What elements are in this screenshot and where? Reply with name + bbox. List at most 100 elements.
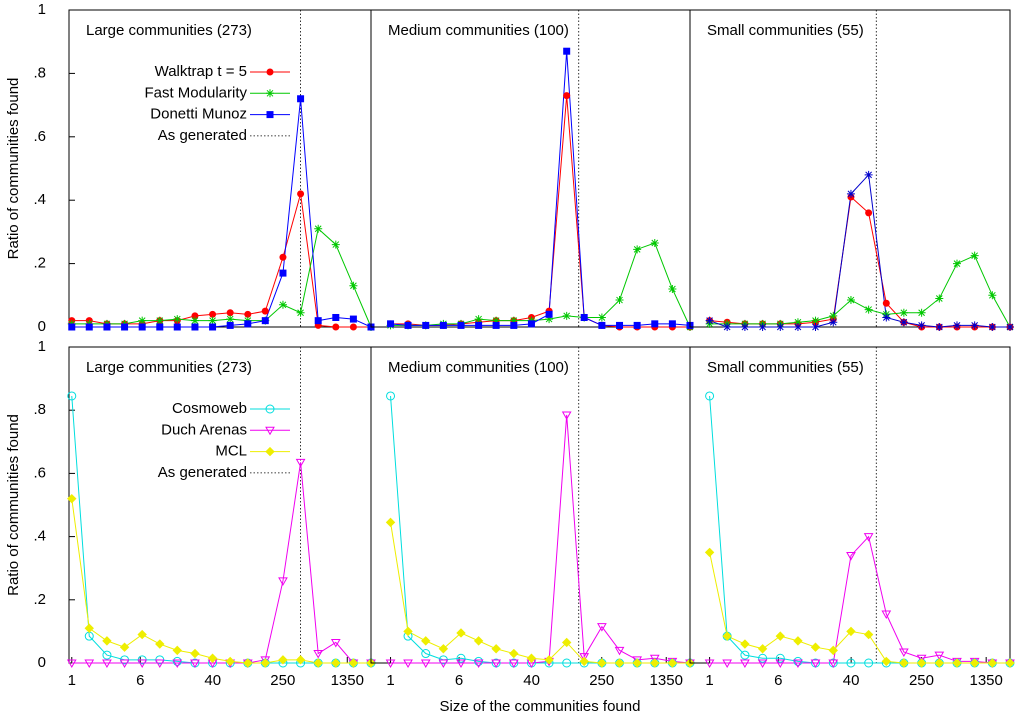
data-point bbox=[898, 648, 909, 657]
x-tick-label: 6 bbox=[774, 672, 782, 689]
data-point bbox=[952, 658, 962, 668]
data-point bbox=[261, 307, 269, 315]
data-point bbox=[208, 316, 217, 325]
series-line bbox=[709, 173, 1010, 328]
legend-label: MCL bbox=[215, 443, 247, 460]
plot-frame bbox=[689, 9, 1011, 328]
data-point bbox=[190, 316, 199, 325]
data-point bbox=[526, 653, 537, 663]
data-point bbox=[527, 320, 535, 328]
data-point bbox=[934, 658, 945, 668]
legend-label: Fast Modularity bbox=[144, 84, 247, 101]
data-point bbox=[67, 493, 77, 504]
y-tick-label: .2 bbox=[33, 255, 46, 272]
data-point bbox=[810, 642, 821, 652]
y-tick-label: .6 bbox=[33, 128, 46, 145]
legend-label: Donetti Munoz bbox=[150, 106, 247, 123]
data-point bbox=[562, 658, 572, 668]
data-point bbox=[882, 313, 891, 322]
series-line bbox=[71, 462, 371, 664]
x-tick-label: 1 bbox=[705, 672, 713, 689]
data-point bbox=[704, 659, 715, 669]
data-point bbox=[846, 296, 855, 305]
data-point bbox=[740, 639, 750, 649]
data-point bbox=[561, 411, 572, 420]
data-point bbox=[330, 638, 341, 648]
data-point bbox=[722, 659, 733, 669]
data-point bbox=[314, 317, 322, 325]
data-point bbox=[846, 658, 856, 668]
x-tick-label: 40 bbox=[843, 672, 860, 689]
data-point bbox=[616, 321, 624, 329]
legend-marker bbox=[265, 446, 275, 457]
data-point bbox=[226, 321, 234, 329]
series-line bbox=[390, 95, 690, 328]
data-point bbox=[723, 323, 732, 331]
data-point bbox=[349, 281, 358, 290]
series-line bbox=[390, 51, 691, 326]
data-point bbox=[102, 659, 112, 669]
data-point bbox=[103, 323, 111, 331]
series-line bbox=[709, 196, 1010, 328]
data-point bbox=[67, 391, 77, 401]
data-point bbox=[775, 659, 786, 669]
data-point bbox=[667, 658, 678, 668]
data-point bbox=[579, 653, 590, 662]
data-point bbox=[403, 626, 413, 637]
data-point bbox=[510, 321, 518, 329]
data-point bbox=[207, 653, 218, 663]
data-point bbox=[828, 659, 839, 669]
data-point bbox=[952, 321, 961, 330]
data-point bbox=[740, 659, 750, 669]
data-point bbox=[474, 315, 483, 324]
data-point bbox=[85, 323, 93, 331]
y-tick-label: 1 bbox=[38, 1, 46, 18]
data-point bbox=[491, 659, 501, 669]
data-point bbox=[279, 253, 287, 261]
data-point bbox=[457, 321, 465, 329]
legend-label: As generated bbox=[158, 464, 247, 481]
data-point bbox=[243, 658, 253, 668]
data-point bbox=[331, 658, 341, 668]
data-point bbox=[650, 238, 659, 247]
data-point bbox=[598, 321, 606, 329]
data-point bbox=[295, 655, 306, 665]
data-point bbox=[649, 654, 660, 664]
data-point bbox=[473, 636, 484, 646]
data-point bbox=[882, 299, 890, 307]
data-point bbox=[102, 650, 112, 660]
data-point bbox=[793, 656, 803, 666]
x-tick-label: 40 bbox=[204, 672, 221, 689]
data-point bbox=[863, 629, 874, 640]
data-point bbox=[313, 650, 324, 659]
x-tick-label: 1350 bbox=[650, 672, 683, 689]
data-point bbox=[278, 655, 288, 665]
data-point bbox=[793, 636, 803, 646]
data-point bbox=[385, 517, 396, 528]
plot-frame bbox=[68, 9, 372, 328]
data-point bbox=[934, 651, 945, 661]
data-point bbox=[172, 659, 183, 669]
data-point bbox=[190, 659, 200, 669]
data-point bbox=[172, 645, 182, 656]
series-line bbox=[709, 552, 1010, 664]
panel-title: Medium communities (100) bbox=[388, 22, 569, 39]
data-point bbox=[156, 323, 164, 331]
data-point bbox=[881, 656, 892, 667]
data-point bbox=[793, 318, 802, 327]
data-point bbox=[1005, 658, 1015, 668]
data-point bbox=[563, 92, 571, 100]
data-point bbox=[456, 659, 466, 669]
data-point bbox=[705, 316, 714, 325]
data-point bbox=[561, 637, 572, 648]
plot-frame bbox=[370, 9, 691, 328]
data-point bbox=[386, 391, 396, 401]
data-point bbox=[403, 659, 413, 669]
data-point bbox=[580, 313, 588, 321]
x-tick-label: 250 bbox=[270, 672, 295, 689]
data-point bbox=[545, 315, 554, 324]
legend-label: Duch Arenas bbox=[161, 421, 247, 438]
data-point bbox=[987, 658, 998, 668]
